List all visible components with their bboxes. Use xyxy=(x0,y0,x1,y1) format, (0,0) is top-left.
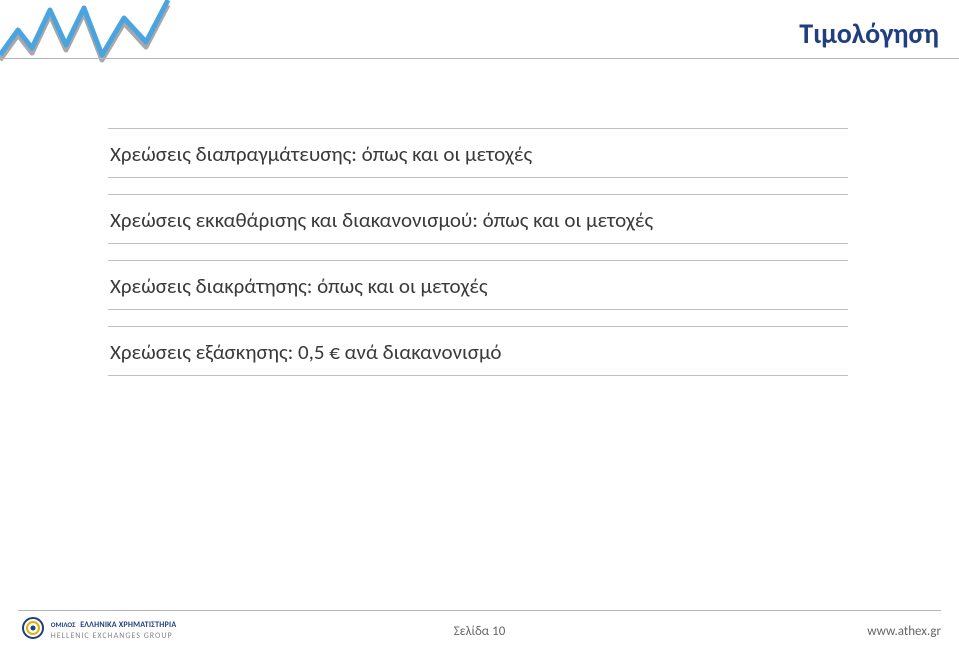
list-item: Χρεώσεις εκκαθάρισης και διακανονισμού: … xyxy=(108,194,848,244)
footer-divider xyxy=(18,610,941,611)
footer: ΟΜΙΛΟΣ ΕΛΛΗΝΙΚΑ ΧΡΗΜΑΤΙΣΤΗΡΙΑ HELLENIC E… xyxy=(18,615,941,643)
header-divider xyxy=(0,58,959,59)
page-title: Τιμολόγηση xyxy=(799,16,939,51)
header: Τιμολόγηση xyxy=(0,0,959,70)
list-item: Χρεώσεις διακράτησης: όπως και οι μετοχέ… xyxy=(108,260,848,310)
page-label: Σελίδα xyxy=(454,624,489,639)
header-chart-icon xyxy=(0,0,172,66)
list-item: Χρεώσεις διαπραγμάτευσης: όπως και οι με… xyxy=(108,128,848,178)
page-num: 10 xyxy=(492,624,505,639)
list-item: Χρεώσεις εξάσκησης: 0,5 € ανά διακανονισ… xyxy=(108,326,848,376)
footer-url: www.athex.gr xyxy=(867,624,941,639)
content-list: Χρεώσεις διαπραγμάτευσης: όπως και οι με… xyxy=(108,128,848,392)
slide-page: Τιμολόγηση Χρεώσεις διαπραγμάτευσης: όπω… xyxy=(0,0,959,651)
page-number: Σελίδα 10 xyxy=(18,624,941,639)
